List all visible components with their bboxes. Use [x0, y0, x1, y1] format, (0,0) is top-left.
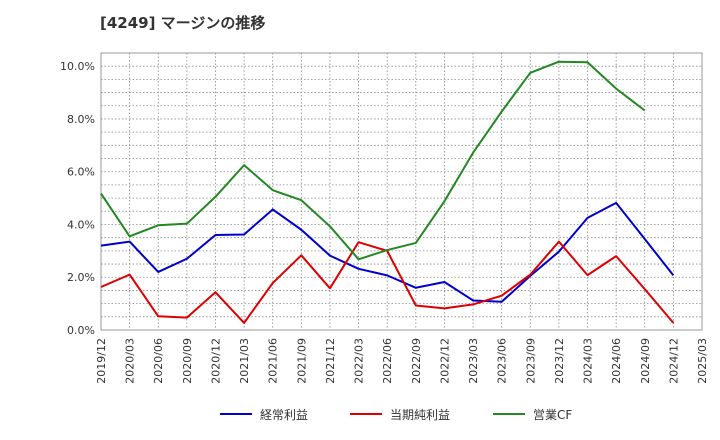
x-tick-label: 2023/06 — [496, 338, 509, 384]
x-tick-label: 2021/09 — [295, 338, 308, 384]
x-tick-label: 2020/06 — [152, 338, 165, 384]
y-tick-label: 0.0% — [67, 324, 95, 337]
x-tick-label: 2024/09 — [639, 338, 652, 384]
plot-area — [100, 52, 703, 331]
x-tick-label: 2024/03 — [582, 338, 595, 384]
x-tick-label: 2022/06 — [381, 338, 394, 384]
series-line-3 — [100, 60, 646, 261]
x-tick-label: 2019/12 — [95, 338, 108, 384]
y-tick-label: 10.0% — [60, 60, 95, 73]
x-tick-label: 2021/12 — [324, 338, 337, 384]
x-tick-label: 2021/06 — [267, 338, 280, 384]
x-tick-label: 2023/12 — [553, 338, 566, 384]
x-tick-label: 2021/03 — [238, 338, 251, 384]
legend-label-2: 当期純利益 — [390, 408, 450, 422]
x-tick-label: 2020/09 — [181, 338, 194, 384]
x-tick-label: 2020/12 — [209, 338, 222, 384]
legend-label-3: 営業CF — [533, 408, 572, 422]
x-tick-label: 2020/03 — [124, 338, 137, 384]
x-tick-label: 2023/03 — [467, 338, 480, 384]
x-tick-label: 2023/09 — [524, 338, 537, 384]
y-tick-label: 8.0% — [67, 113, 95, 126]
y-tick-label: 4.0% — [67, 218, 95, 231]
x-tick-label: 2022/03 — [353, 338, 366, 384]
legend-label-1: 経常利益 — [260, 408, 308, 422]
y-tick-label: 6.0% — [67, 166, 95, 179]
y-tick-label: 2.0% — [67, 271, 95, 284]
x-tick-label: 2022/09 — [410, 338, 423, 384]
x-tick-label: 2022/12 — [438, 338, 451, 384]
x-tick-label: 2024/06 — [610, 338, 623, 384]
series-line-1 — [100, 201, 675, 303]
chart-title: [4249] マージンの推移 — [100, 14, 266, 32]
x-tick-label: 2025/03 — [696, 338, 709, 384]
x-tick-label: 2024/12 — [667, 338, 680, 384]
